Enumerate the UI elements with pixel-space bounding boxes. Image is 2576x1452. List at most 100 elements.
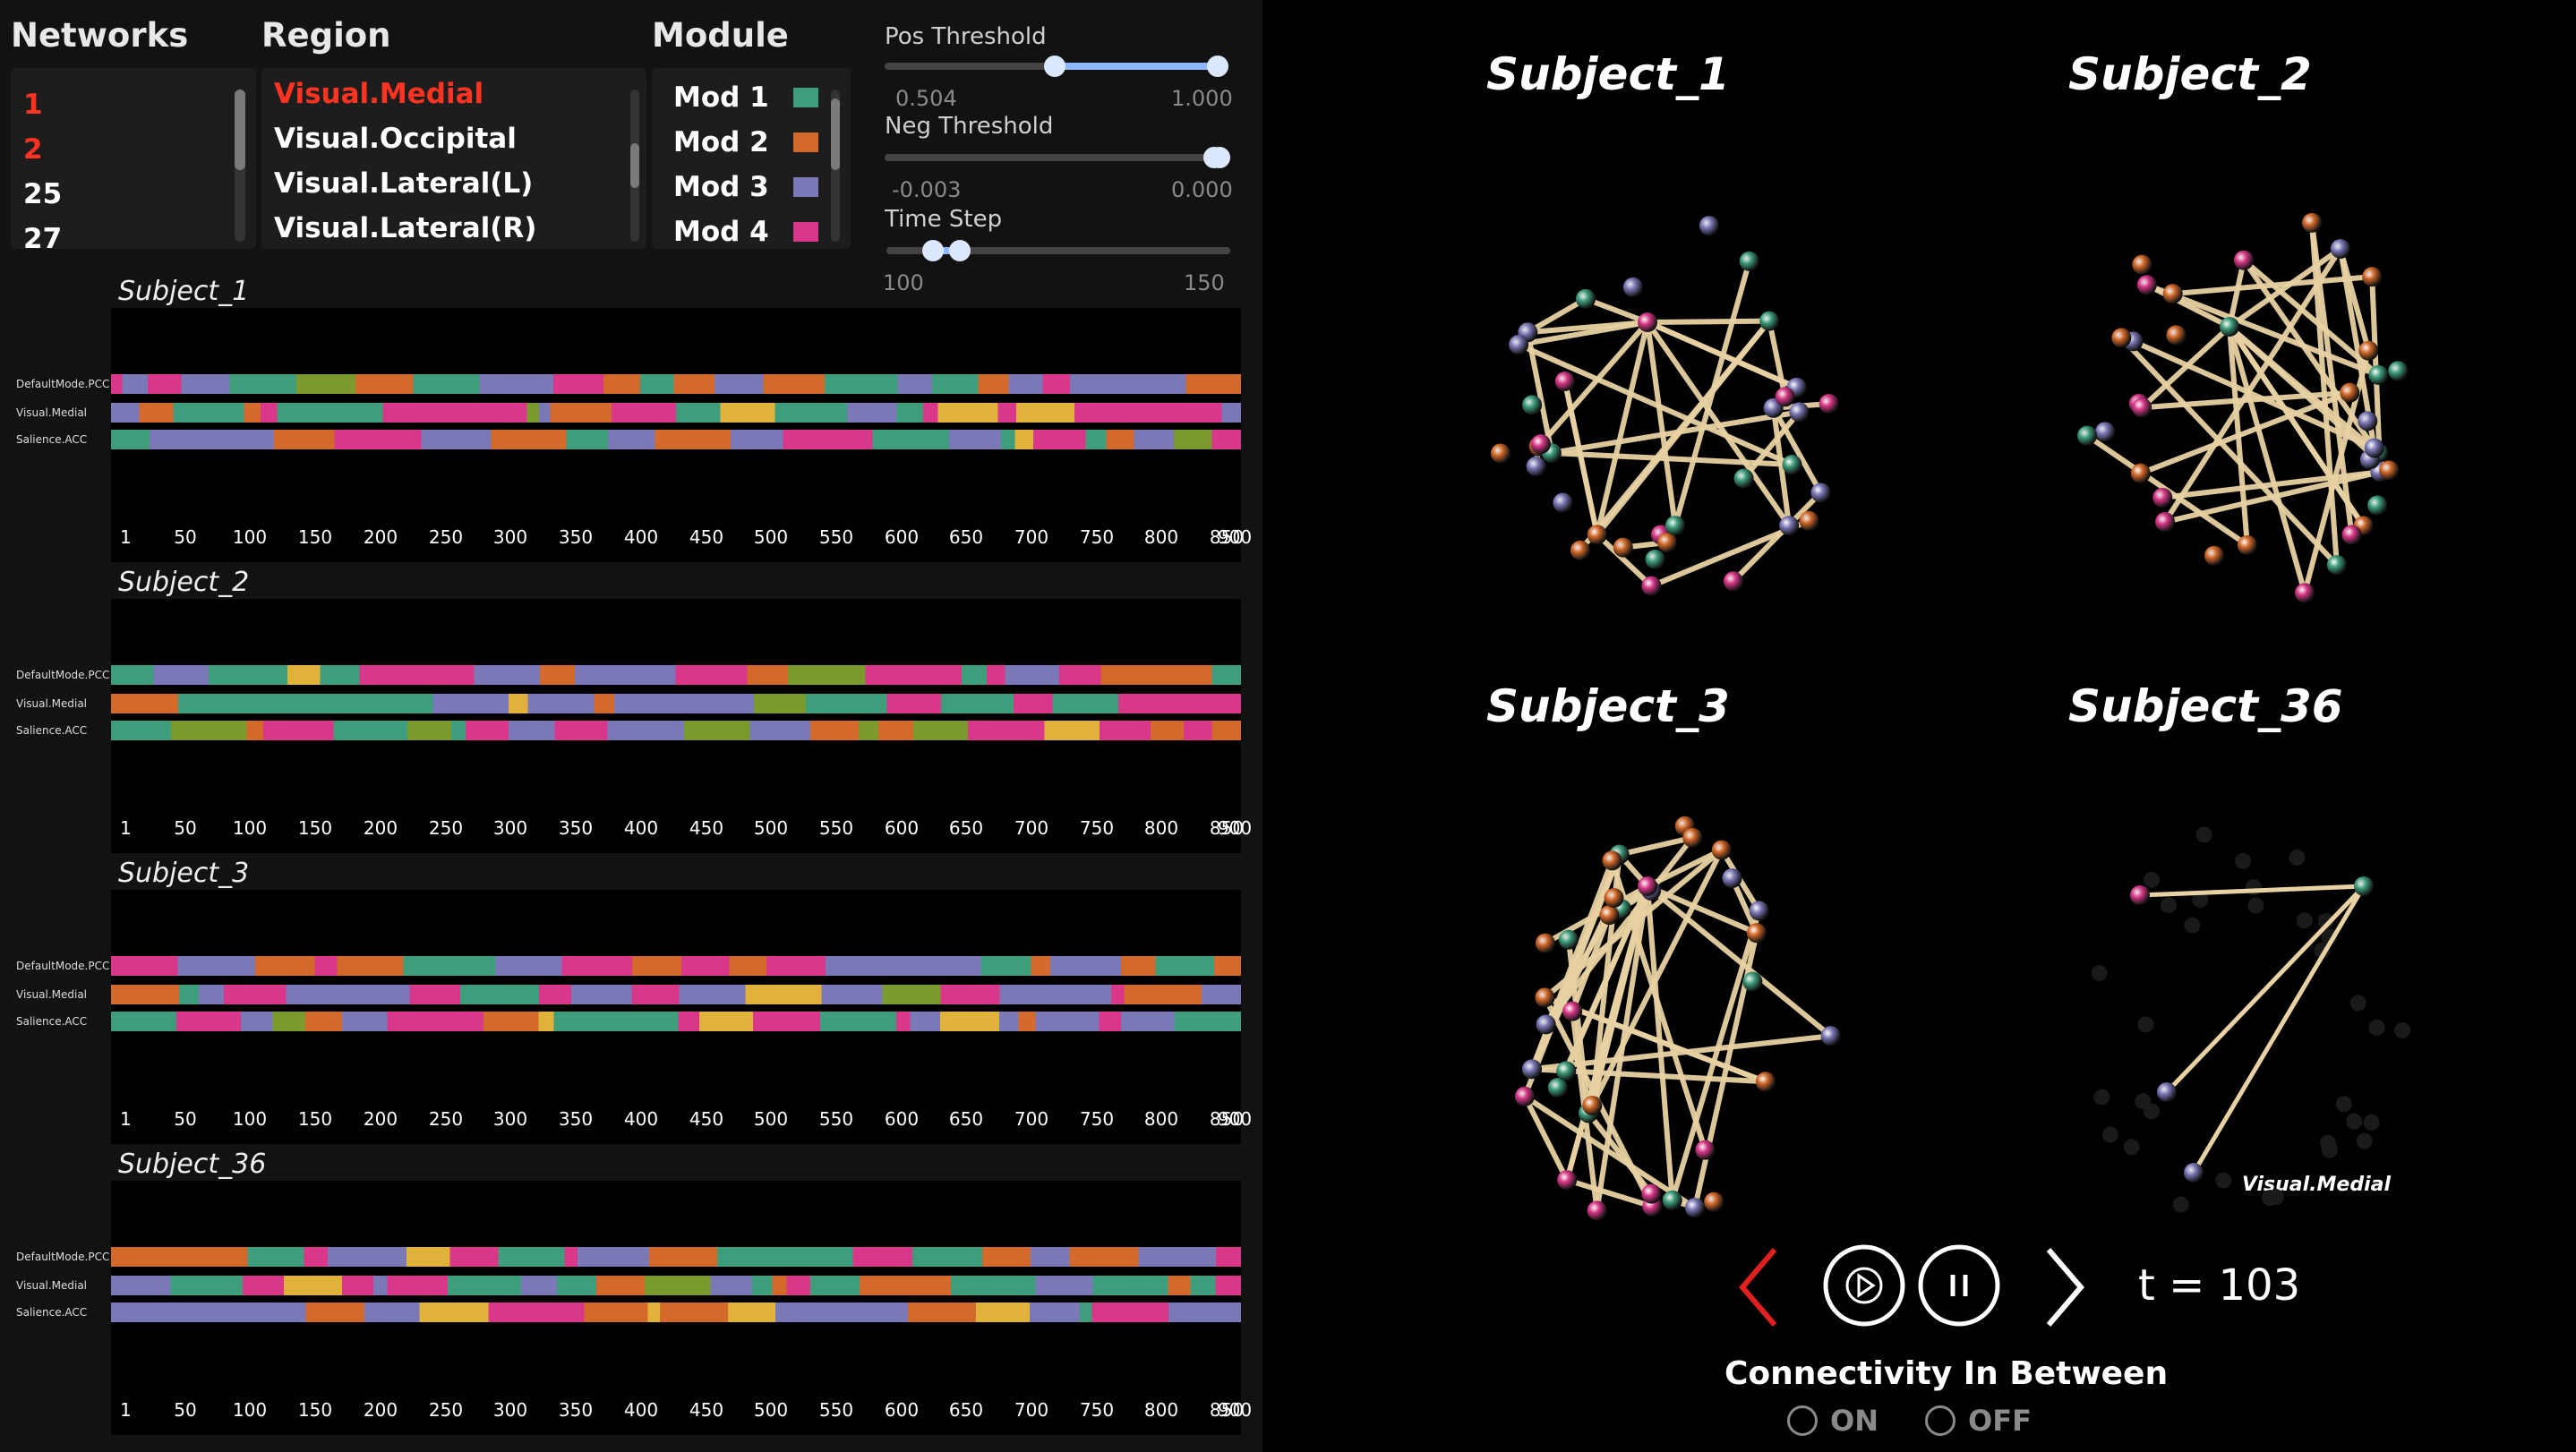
- network-node[interactable]: [1742, 971, 1763, 992]
- play-button[interactable]: [1821, 1243, 1907, 1328]
- network-node[interactable]: [1656, 532, 1677, 552]
- network-node[interactable]: [1526, 456, 1546, 476]
- network-node[interactable]: [1536, 1014, 1556, 1035]
- network-item-1[interactable]: 1: [23, 89, 43, 121]
- region-listbox[interactable]: Visual.Medial Visual.Occipital Visual.La…: [261, 68, 646, 249]
- network-node[interactable]: [1641, 576, 1662, 596]
- pos-threshold-knob-low[interactable]: [1044, 56, 1065, 77]
- network-node[interactable]: [2341, 525, 2362, 545]
- network-item-2[interactable]: 2: [23, 133, 43, 166]
- network-node[interactable]: [1547, 1077, 1568, 1098]
- module-item-1[interactable]: Mod 1: [652, 75, 851, 120]
- network-graph-subject-36[interactable]: Visual.Medial: [2050, 788, 2444, 1253]
- pause-button[interactable]: [1916, 1243, 2002, 1328]
- networks-listbox[interactable]: 1 2 25 27: [11, 68, 256, 249]
- network-node[interactable]: [2302, 212, 2323, 233]
- network-graph-subject-2[interactable]: [2050, 170, 2444, 636]
- network-node[interactable]: [2111, 328, 2132, 348]
- network-node[interactable]: [2368, 364, 2389, 385]
- network-node[interactable]: [2364, 438, 2384, 458]
- network-node[interactable]: [1535, 933, 1555, 953]
- network-node[interactable]: [2155, 512, 2176, 533]
- network-node[interactable]: [1570, 540, 1590, 560]
- network-node[interactable]: [2136, 275, 2157, 295]
- network-node[interactable]: [1810, 483, 1831, 503]
- network-node[interactable]: [2132, 397, 2152, 418]
- network-node[interactable]: [1514, 1086, 1535, 1106]
- network-node[interactable]: [1662, 1190, 1682, 1210]
- network-node[interactable]: [1522, 395, 1543, 415]
- module-scrollbar[interactable]: [831, 90, 840, 242]
- network-node[interactable]: [1755, 1072, 1776, 1092]
- network-node[interactable]: [1733, 468, 1754, 489]
- network-node[interactable]: [1699, 216, 1719, 236]
- network-node[interactable]: [2362, 267, 2383, 287]
- network-node[interactable]: [1599, 905, 1620, 926]
- network-node[interactable]: [2095, 422, 2116, 442]
- network-node[interactable]: [1530, 434, 1551, 455]
- region-scrollbar[interactable]: [630, 90, 639, 242]
- network-node[interactable]: [2295, 583, 2315, 603]
- network-node[interactable]: [2130, 463, 2151, 483]
- timeline-plot[interactable]: 1 50 100 150 200 250 300 350 400 450 500 550 600 650 7…: [111, 890, 1252, 1144]
- network-node[interactable]: [1799, 510, 1819, 531]
- time-step-knob-high[interactable]: [949, 240, 971, 261]
- timeline-plot[interactable]: 1 50 100 150 200 250 300 350 400 450 500 550 600 650 7…: [111, 308, 1252, 562]
- network-node[interactable]: [2330, 239, 2350, 260]
- network-node[interactable]: [1782, 455, 1802, 475]
- networks-scrollbar[interactable]: [235, 90, 245, 242]
- network-node[interactable]: [2237, 534, 2257, 555]
- network-node[interactable]: [1604, 887, 1624, 908]
- network-item-27[interactable]: 27: [23, 223, 63, 249]
- network-node[interactable]: [1749, 901, 1769, 921]
- prev-icon[interactable]: [1735, 1244, 1782, 1330]
- network-node[interactable]: [1779, 516, 1800, 536]
- network-node[interactable]: [1775, 387, 1795, 407]
- region-item-visual-lateral-r[interactable]: Visual.Lateral(R): [274, 212, 537, 244]
- network-node[interactable]: [1819, 393, 1839, 414]
- network-node[interactable]: [1665, 516, 1685, 536]
- network-node[interactable]: [1820, 1026, 1841, 1046]
- network-graph-subject-1[interactable]: [1468, 170, 1862, 636]
- network-node[interactable]: [2204, 545, 2224, 566]
- radio-on-circle[interactable]: [1787, 1405, 1818, 1436]
- network-node[interactable]: [1587, 525, 1607, 545]
- network-node[interactable]: [1562, 1001, 1583, 1021]
- pos-threshold-slider[interactable]: [885, 56, 1228, 77]
- network-graph-subject-3[interactable]: [1468, 788, 1862, 1253]
- network-node[interactable]: [1490, 443, 1511, 464]
- region-item-visual-occipital[interactable]: Visual.Occipital: [274, 123, 517, 155]
- network-node[interactable]: [2132, 254, 2152, 275]
- time-step-knob-low[interactable]: [922, 240, 944, 261]
- network-node[interactable]: [1682, 827, 1703, 848]
- time-step-slider[interactable]: [886, 240, 1230, 261]
- pos-threshold-knob-high[interactable]: [1207, 56, 1228, 77]
- connectivity-off-radio[interactable]: OFF: [1925, 1404, 2032, 1438]
- network-node[interactable]: [1558, 929, 1579, 950]
- network-node[interactable]: [1582, 1095, 1603, 1115]
- timeline-plot[interactable]: 1 50 100 150 200 250 300 350 400 450 500 550 600 650 7…: [111, 599, 1252, 853]
- neg-threshold-knob-high[interactable]: [1209, 147, 1230, 168]
- network-node[interactable]: [1535, 987, 1555, 1008]
- network-node[interactable]: [2388, 361, 2409, 381]
- module-item-4[interactable]: Mod 4: [652, 209, 851, 249]
- module-item-2[interactable]: Mod 2: [652, 120, 851, 165]
- network-node[interactable]: [1759, 311, 1780, 331]
- network-node[interactable]: [2358, 411, 2378, 431]
- network-node[interactable]: [2162, 284, 2183, 304]
- network-node[interactable]: [2379, 460, 2400, 481]
- network-node[interactable]: [1622, 277, 1643, 297]
- network-node[interactable]: [1602, 850, 1622, 871]
- neg-threshold-slider[interactable]: [885, 147, 1230, 168]
- module-item-3[interactable]: Mod 3: [652, 165, 851, 209]
- network-node[interactable]: [1553, 492, 1573, 513]
- connectivity-on-radio[interactable]: ON: [1787, 1404, 1879, 1438]
- network-node[interactable]: [1723, 571, 1743, 592]
- network-node[interactable]: [2340, 382, 2360, 403]
- network-node[interactable]: [1704, 1191, 1724, 1212]
- network-node[interactable]: [2326, 555, 2347, 576]
- network-node[interactable]: [1722, 868, 1742, 889]
- network-node[interactable]: [1695, 1140, 1716, 1160]
- network-node[interactable]: [1645, 549, 1665, 569]
- network-node[interactable]: [1554, 372, 1575, 392]
